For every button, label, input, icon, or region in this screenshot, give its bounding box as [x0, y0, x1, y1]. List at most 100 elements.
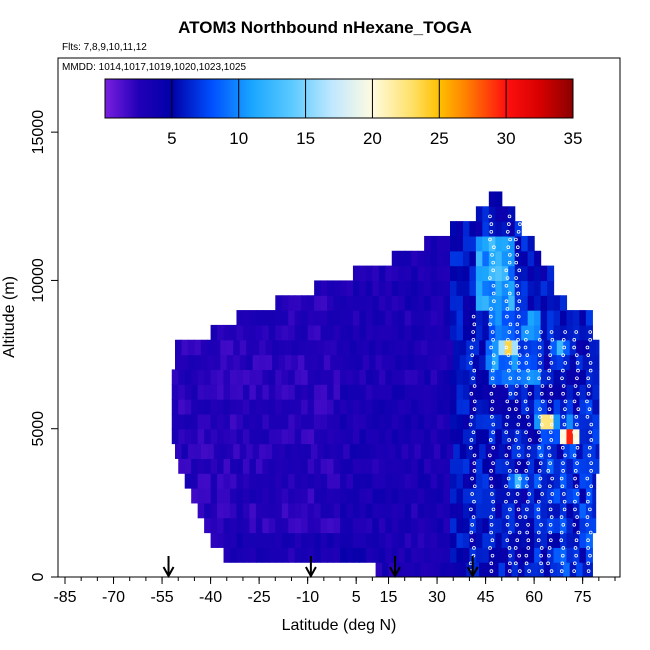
heatmap-cell	[210, 384, 218, 400]
heatmap-cell	[191, 473, 199, 489]
heatmap-cell	[223, 399, 231, 415]
y-axis-label: Altitude (m)	[1, 276, 18, 358]
profile-marker	[538, 415, 542, 419]
profile-marker	[526, 376, 531, 381]
heatmap-cell	[252, 339, 260, 356]
heatmap-cell	[553, 488, 561, 504]
heatmap-cell	[427, 354, 435, 370]
heatmap-cell	[349, 354, 357, 370]
heatmap-cell	[197, 428, 205, 445]
profile-marker	[488, 237, 492, 242]
heatmap-cell	[427, 443, 435, 459]
heatmap-cell	[378, 369, 386, 385]
profile-marker	[548, 522, 553, 527]
heatmap-cell	[475, 324, 483, 341]
heatmap-cell	[566, 532, 574, 548]
heatmap-cell	[255, 458, 263, 474]
heatmap-cell	[469, 399, 477, 415]
heatmap-cell	[414, 443, 422, 459]
heatmap-cell	[281, 458, 289, 474]
heatmap-cell	[424, 280, 432, 296]
heatmap-cell	[446, 354, 454, 370]
heatmap-cell	[521, 310, 529, 326]
heatmap-cell	[540, 369, 548, 385]
heatmap-cell	[566, 310, 574, 326]
heatmap-cell	[365, 265, 373, 282]
heatmap-cell	[352, 310, 361, 326]
heatmap-cell	[236, 458, 244, 474]
heatmap-cell	[391, 458, 399, 474]
heatmap-cell	[479, 354, 487, 370]
colorbar-ramp	[104, 78, 574, 119]
profile-marker	[559, 515, 564, 519]
heatmap-cell	[236, 532, 244, 548]
heatmap-cell	[482, 369, 490, 385]
profile-marker	[576, 391, 580, 396]
heatmap-cell	[430, 235, 438, 252]
heatmap-cell	[420, 354, 428, 370]
heatmap-cell	[314, 324, 322, 341]
heatmap-cell	[340, 473, 348, 489]
heatmap-cell	[340, 532, 348, 548]
heatmap-cell	[508, 280, 516, 296]
heatmap-cell	[268, 369, 276, 385]
profile-marker	[538, 361, 542, 365]
heatmap-cell	[288, 517, 296, 534]
heatmap-cell	[281, 428, 289, 445]
heatmap-cell	[294, 502, 302, 519]
heatmap-cell	[456, 369, 464, 385]
profile-marker	[472, 453, 477, 458]
heatmap-cell	[275, 399, 283, 415]
heatmap-cell	[314, 458, 322, 474]
heatmap-cell	[401, 339, 409, 356]
heatmap-cell	[352, 295, 361, 311]
heatmap-cell	[359, 280, 367, 296]
heatmap-cell	[340, 413, 348, 430]
profile-marker	[537, 499, 541, 504]
heatmap-cell	[288, 532, 296, 548]
heatmap-cell	[592, 502, 597, 519]
latitude-arrow	[162, 556, 175, 579]
profile-marker	[547, 546, 552, 550]
profile-marker	[469, 530, 474, 535]
profile-marker	[572, 430, 576, 435]
heatmap-cell	[475, 413, 483, 430]
heatmap-cell	[534, 280, 542, 296]
heatmap-cell	[378, 384, 386, 400]
profile-marker	[585, 476, 590, 481]
heatmap-cell	[249, 310, 257, 326]
heatmap-cell	[230, 502, 238, 519]
heatmap-cell	[236, 473, 244, 489]
heatmap-cell	[268, 502, 276, 519]
heatmap-cell	[430, 473, 438, 489]
latitude-arrow	[466, 556, 479, 579]
profile-marker	[548, 507, 553, 512]
heatmap-cell	[482, 399, 490, 415]
profile-marker	[575, 361, 580, 365]
heatmap-cell	[178, 413, 186, 430]
heatmap-cell	[527, 250, 535, 267]
heatmap-cell	[553, 517, 561, 534]
heatmap-cell	[524, 339, 532, 356]
heatmap-cell	[456, 265, 464, 282]
heatmap-cell	[288, 399, 296, 415]
profile-marker	[516, 291, 521, 296]
heatmap-cell	[382, 562, 390, 577]
heatmap-cell	[566, 517, 574, 534]
heatmap-cell	[501, 310, 509, 326]
heatmap-cell	[433, 562, 441, 577]
heatmap-cell	[508, 206, 516, 222]
x-tick-label: -10	[296, 589, 319, 606]
heatmap-cell	[242, 413, 251, 430]
heatmap-cell	[301, 295, 309, 311]
heatmap-cell	[566, 324, 574, 341]
heatmap-cell	[246, 354, 254, 370]
heatmap-cell	[349, 443, 357, 459]
heatmap-cell	[592, 369, 600, 385]
heatmap-cell	[365, 324, 373, 341]
heatmap-cell	[566, 399, 574, 415]
heatmap-cell	[346, 369, 354, 385]
profile-marker	[548, 353, 552, 357]
heatmap-cell	[450, 399, 458, 415]
heatmap-cell	[246, 339, 254, 356]
